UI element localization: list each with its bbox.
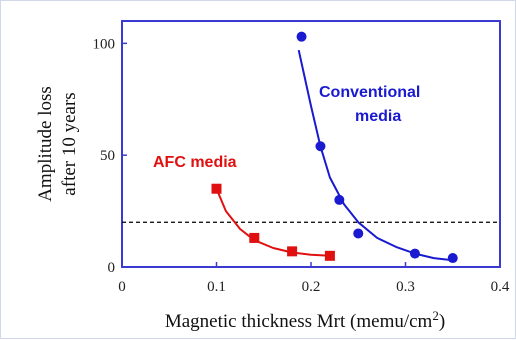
x-axis-title-superscript: 2 — [432, 308, 439, 323]
x-tick-label: 0.3 — [396, 279, 415, 295]
axis-ticks: 0 0.1 0.2 0.3 0.4 0 50 100 — [93, 36, 510, 295]
plot-area-border — [121, 20, 501, 268]
conventional-data-point — [315, 141, 326, 152]
afc-data-point — [249, 232, 260, 243]
afc-data-point — [287, 246, 298, 257]
series-label-afc: AFC media — [153, 154, 237, 171]
conventional-data-point — [447, 253, 458, 264]
conventional-data-point — [353, 228, 364, 239]
afc-data-point — [211, 183, 222, 194]
conventional-data-point — [296, 31, 307, 42]
conventional-data-point — [334, 194, 345, 205]
y-tick-label: 50 — [100, 148, 115, 164]
x-tick-label: 0.4 — [491, 279, 510, 295]
x-axis-title-main: Magnetic thickness Mrt (memu/cm — [165, 311, 433, 332]
fit-curve-conventional — [297, 49, 453, 262]
afc-data-point — [324, 250, 335, 261]
x-tick-label: 0.2 — [302, 279, 321, 295]
x-axis-title: Magnetic thickness Mrt (memu/cm2) — [165, 308, 445, 332]
fit-curves — [215, 49, 453, 262]
y-axis-title-line2: after 10 years — [59, 92, 80, 195]
x-tick-label: 0.1 — [207, 279, 226, 295]
y-axis-title-line1: Amplitude loss — [35, 86, 56, 202]
y-tick-label: 100 — [93, 36, 116, 52]
x-axis-title-end: ) — [439, 311, 445, 332]
conventional-data-point — [409, 248, 420, 259]
series-label-conventional-line2: media — [355, 108, 401, 125]
fit-curve-afc — [215, 188, 330, 257]
y-tick-label: 0 — [108, 260, 116, 276]
data-points — [211, 31, 458, 264]
x-tick-label: 0 — [118, 279, 126, 295]
series-label-conventional-line1: Conventional — [319, 84, 420, 101]
